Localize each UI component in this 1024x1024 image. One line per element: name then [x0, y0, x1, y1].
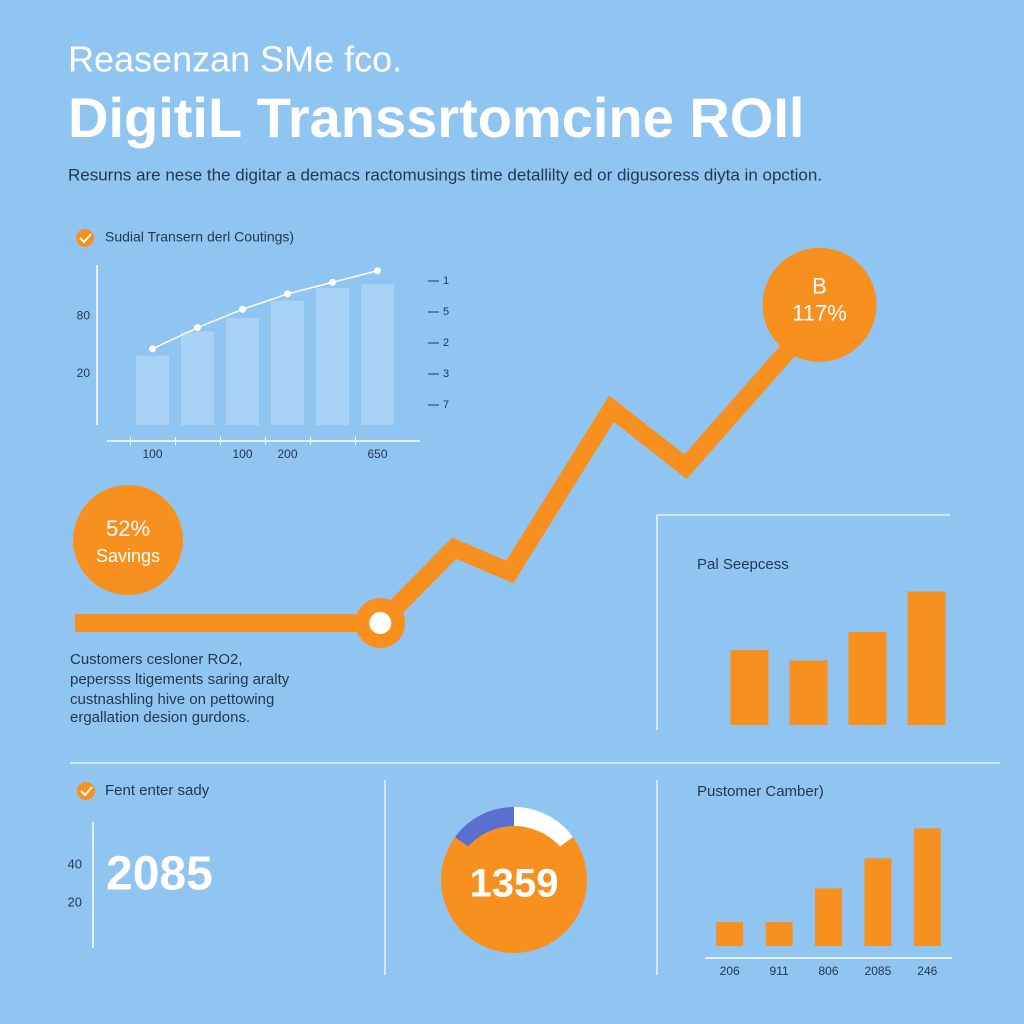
check-icon: [77, 782, 95, 800]
x-tick-label: 2085: [865, 964, 892, 978]
right-label: 2: [443, 337, 449, 349]
stat-value: 2085: [106, 848, 213, 901]
x-tick-label: 911: [770, 964, 789, 978]
x-tick-label: 200: [277, 447, 297, 461]
bar: [789, 660, 828, 725]
savings-label: Savings: [96, 546, 160, 566]
right-label: 3: [443, 368, 449, 380]
bar: [848, 632, 887, 725]
tick-label: 40: [68, 856, 82, 871]
bar: [716, 922, 744, 946]
savings-value: 52%: [106, 516, 150, 541]
bar: [226, 318, 259, 425]
line-point: [239, 305, 246, 313]
bar: [271, 300, 304, 425]
bar: [730, 650, 769, 725]
x-tick-label: 100: [142, 447, 162, 461]
line-point: [149, 345, 156, 353]
chart-title: Pal Seepcess: [697, 556, 789, 573]
note-line: Customers cesloner RO2,: [70, 651, 243, 668]
bar: [361, 284, 394, 425]
chart-title: Sudial Transern derl Coutings): [105, 229, 294, 245]
savings-badge: [73, 485, 183, 595]
bar: [136, 355, 169, 425]
chart-title: Pustomer Camber): [697, 783, 824, 800]
pie-core: [452, 826, 576, 950]
marker-center: [369, 612, 392, 634]
badge-value: 117%: [792, 301, 847, 326]
line: [152, 270, 378, 350]
note-line: pepersss ltigements saring aralty: [70, 671, 290, 688]
right-label: 1: [443, 275, 449, 287]
kicker: Reasenzan SMe fco.: [68, 39, 402, 80]
line-point: [329, 278, 336, 286]
panel-title: Fent enter sady: [105, 782, 210, 799]
x-tick-label: 650: [367, 447, 387, 461]
bar: [913, 828, 941, 946]
line-point: [194, 324, 201, 332]
note-line: custnashling hive on pettowing: [70, 691, 274, 708]
right-label: 7: [443, 399, 449, 411]
x-tick-label: 100: [232, 447, 252, 461]
title: DigitiL Transsrtomcine ROIl: [68, 86, 804, 149]
bar: [864, 858, 892, 946]
x-tick-label: 806: [818, 964, 838, 978]
bar: [765, 922, 793, 946]
x-tick-label: 206: [720, 964, 740, 978]
badge: [762, 247, 877, 362]
check-mark: [80, 786, 93, 797]
x-tick-label: 246: [917, 964, 937, 978]
bar: [181, 331, 214, 425]
subtitle: Resurns are nese the digitar a demacs ra…: [68, 165, 822, 184]
check-icon: [76, 229, 94, 247]
tick-label: 20: [68, 894, 82, 909]
bar: [815, 888, 842, 946]
note-line: ergallation desion gurdons.: [70, 709, 250, 726]
right-label: 5: [443, 306, 449, 318]
bar: [907, 591, 946, 725]
check-mark: [79, 233, 92, 244]
badge-top: B: [812, 274, 827, 299]
bar: [316, 288, 349, 425]
center-label: 1359: [470, 862, 559, 906]
line-point: [374, 267, 381, 275]
line-point: [284, 290, 291, 298]
y-tick-label: 20: [77, 366, 91, 380]
y-tick-label: 80: [77, 308, 91, 322]
